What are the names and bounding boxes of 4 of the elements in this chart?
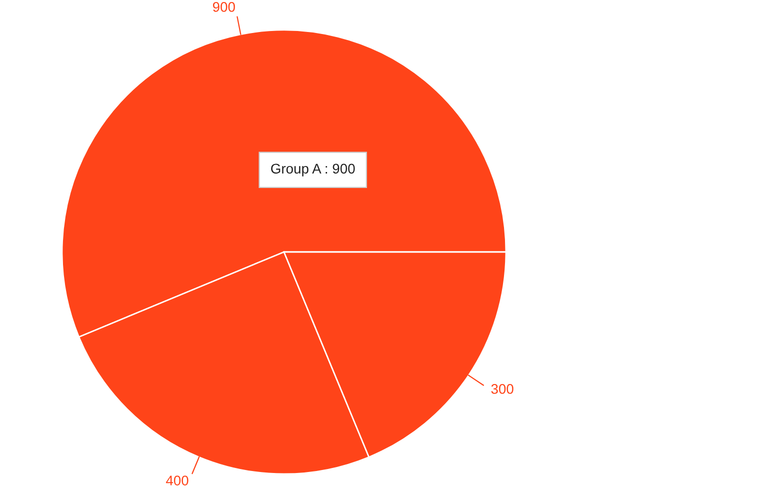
data-label: 900 <box>212 2 235 12</box>
data-label: 400 <box>166 476 188 486</box>
data-label: 300 <box>491 384 514 394</box>
text: Group A : 900 <box>271 164 355 176</box>
